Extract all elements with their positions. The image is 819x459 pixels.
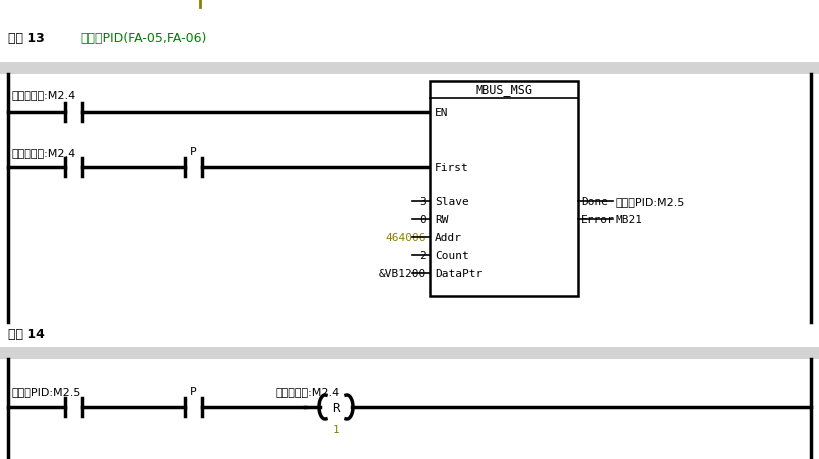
Text: 读放线参数:M2.4: 读放线参数:M2.4 xyxy=(12,90,76,100)
Text: Addr: Addr xyxy=(435,233,462,242)
Text: 读当前PID:M2.5: 读当前PID:M2.5 xyxy=(12,386,81,396)
Text: EN: EN xyxy=(435,108,449,118)
Text: 0: 0 xyxy=(419,214,426,224)
Text: 网络 13: 网络 13 xyxy=(8,31,45,45)
Bar xyxy=(430,82,578,297)
Bar xyxy=(0,0,819,65)
Text: P: P xyxy=(190,386,197,396)
Text: 1: 1 xyxy=(333,424,339,434)
Text: R: R xyxy=(333,402,340,414)
Text: Done: Done xyxy=(581,196,608,207)
Bar xyxy=(0,63,819,75)
Bar xyxy=(0,347,819,359)
Bar xyxy=(0,322,819,459)
Text: 读当前PID:M2.5: 读当前PID:M2.5 xyxy=(615,196,685,207)
Text: Count: Count xyxy=(435,251,468,260)
Text: MB21: MB21 xyxy=(615,214,642,224)
Text: 网络 14: 网络 14 xyxy=(8,328,45,341)
Text: P: P xyxy=(190,147,197,157)
Text: Slave: Slave xyxy=(435,196,468,207)
Bar xyxy=(0,75,819,322)
Text: 读放线参数:M2.4: 读放线参数:M2.4 xyxy=(275,386,339,396)
Text: 读放线参数:M2.4: 读放线参数:M2.4 xyxy=(12,148,76,157)
Text: DataPtr: DataPtr xyxy=(435,269,482,279)
Text: 读当前PID(FA-05,FA-06): 读当前PID(FA-05,FA-06) xyxy=(80,31,206,45)
Text: &VB1200: &VB1200 xyxy=(378,269,426,279)
Text: 2: 2 xyxy=(419,251,426,260)
Text: 464006: 464006 xyxy=(386,233,426,242)
Text: Error: Error xyxy=(581,214,615,224)
Text: 3: 3 xyxy=(419,196,426,207)
Text: RW: RW xyxy=(435,214,449,224)
Text: MBUS_MSG: MBUS_MSG xyxy=(476,84,532,96)
Bar xyxy=(0,359,819,459)
Text: First: First xyxy=(435,162,468,173)
